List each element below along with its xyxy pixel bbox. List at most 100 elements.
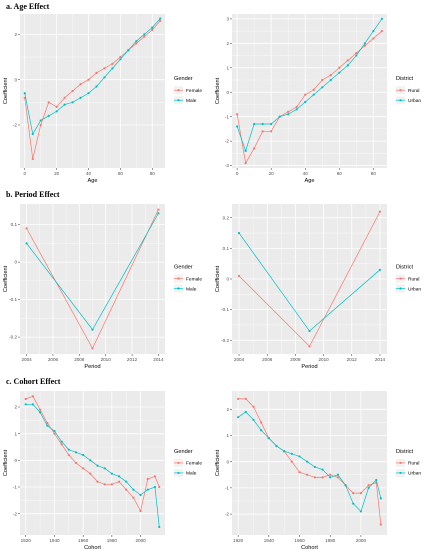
legend-item-label: Female (186, 461, 202, 467)
data-point (71, 89, 74, 93)
data-point (67, 448, 70, 451)
data-point (275, 444, 278, 448)
data-point (135, 42, 138, 45)
data-point (237, 231, 241, 235)
data-point (313, 476, 316, 479)
legend-item-label: Female (186, 276, 202, 282)
x-tick-label: 40 (303, 171, 309, 176)
x-tick-label: 80 (150, 171, 156, 176)
x-tick-label: 2000 (135, 538, 146, 543)
data-point (143, 33, 146, 36)
data-point (367, 486, 370, 489)
data-point (24, 403, 27, 406)
x-tick-label: 2004 (21, 357, 32, 362)
y-tick-label: 0 (226, 459, 229, 464)
series-line-rural (238, 398, 382, 525)
data-point (338, 71, 341, 74)
data-point (47, 114, 50, 118)
data-point (359, 492, 363, 495)
data-point (304, 93, 307, 96)
data-point (261, 122, 264, 126)
data-point (139, 493, 142, 497)
section-heading-cohort: c. Cohort Effect (6, 377, 61, 386)
x-tick-label: 2012 (127, 357, 138, 362)
data-point (253, 122, 256, 126)
legend-title: Gender (174, 449, 193, 455)
data-point (270, 130, 273, 133)
chart-5: 1920 1940 1960 1980 2000 -2 -1 0 1 2 Cohort Coeffic… (3, 391, 202, 550)
data-point (46, 424, 49, 427)
data-point (111, 62, 114, 65)
y-tick-label: -0.1 (9, 297, 17, 302)
data-point (236, 113, 239, 116)
y-tick-label: 1 (14, 431, 17, 436)
data-point (372, 37, 375, 40)
y-tick-label: 2 (14, 32, 17, 37)
legend-key-point (399, 287, 402, 290)
data-point (53, 432, 56, 435)
data-point (125, 488, 128, 491)
data-point (117, 475, 121, 478)
data-point (159, 19, 162, 22)
x-tick-label: 40 (86, 171, 92, 176)
data-point (55, 110, 58, 113)
data-point (283, 450, 286, 453)
x-axis-title: Age (88, 178, 98, 184)
data-point (380, 30, 383, 33)
series-line-urban (237, 411, 382, 513)
y-axis-title: Coefficient (3, 77, 9, 104)
data-point (237, 416, 240, 419)
data-point (380, 17, 383, 20)
data-point (260, 429, 263, 432)
x-tick-label: 1940 (264, 538, 275, 543)
data-point (119, 55, 122, 59)
data-point (31, 403, 35, 406)
data-point (352, 492, 355, 495)
legend-item-label: Female (186, 88, 202, 94)
legend-item-label: Urban (408, 286, 421, 292)
data-point (363, 42, 366, 45)
data-point (125, 480, 128, 483)
data-point (117, 480, 121, 483)
x-tick-label: 2006 (262, 357, 273, 362)
data-point (252, 405, 255, 408)
y-tick-label: 1 (226, 65, 229, 70)
data-point (344, 484, 347, 487)
data-point (132, 488, 135, 491)
x-axis-title: Period (84, 364, 100, 370)
y-tick-label: -1 (225, 485, 230, 490)
section-heading-age: a. Age Effect (6, 2, 50, 11)
data-point (295, 108, 298, 111)
data-point (298, 455, 301, 458)
data-point (253, 147, 256, 150)
data-point (153, 485, 157, 489)
data-point (159, 17, 162, 20)
data-point (79, 96, 82, 99)
data-point (132, 496, 135, 499)
data-point (244, 162, 247, 165)
data-point (89, 459, 92, 462)
data-point (25, 242, 28, 245)
legend-key-point (177, 99, 180, 102)
data-point (46, 421, 49, 425)
legend-item-label: Rural (408, 461, 419, 467)
data-point (74, 461, 78, 465)
y-axis-title: Coefficient (215, 449, 221, 476)
legend-title: District (396, 449, 414, 455)
x-tick-label: 1960 (78, 538, 89, 543)
data-point (53, 429, 56, 433)
legend-key-point (177, 277, 180, 280)
x-tick-label: 2004 (234, 357, 245, 362)
y-tick-label: -1 (13, 485, 18, 490)
y-tick-label: 0 (14, 77, 17, 82)
data-point (355, 54, 358, 57)
data-point (375, 478, 378, 482)
x-tick-label: 20 (269, 171, 275, 176)
data-point (82, 453, 85, 457)
x-tick-label: 2008 (290, 357, 301, 362)
legend-item-label: Male (186, 286, 197, 292)
x-tick-label: 1920 (233, 538, 244, 543)
y-tick-label: 0.1 (11, 222, 18, 227)
x-tick-label: 1920 (21, 538, 32, 543)
data-point (60, 440, 63, 443)
